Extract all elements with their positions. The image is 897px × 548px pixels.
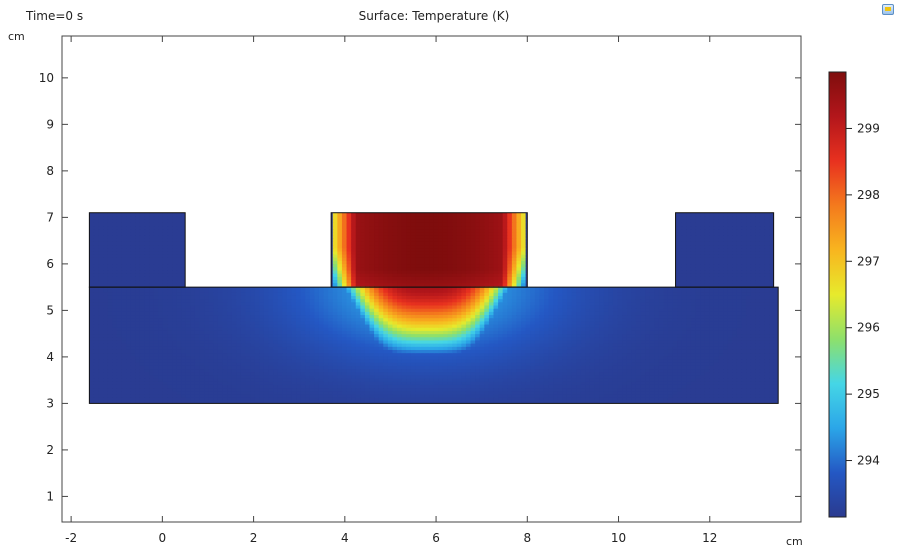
plot-frame bbox=[61, 35, 802, 523]
y-tick-label: 9 bbox=[46, 117, 54, 131]
center-block-outline bbox=[330, 212, 528, 288]
y-axis: 1 2 3 4 5 6 7 8 9 10 bbox=[39, 71, 801, 503]
x-tick-label: 4 bbox=[341, 531, 349, 545]
time-label: Time=0 s bbox=[26, 9, 84, 23]
colorbar-tick-label: 297 bbox=[857, 254, 880, 268]
colorbar-tick-label: 296 bbox=[857, 321, 880, 335]
colorbar-tick-label: 295 bbox=[857, 387, 880, 401]
left-block-outline bbox=[88, 212, 186, 288]
y-tick-label: 6 bbox=[46, 257, 54, 271]
plot-title: Surface: Temperature (K) bbox=[358, 9, 510, 23]
x-tick-label: 8 bbox=[523, 531, 531, 545]
y-tick-label: 7 bbox=[46, 210, 54, 224]
y-tick-label: 5 bbox=[46, 303, 54, 317]
x-axis: -2 0 2 4 6 8 10 12 bbox=[65, 36, 717, 545]
y-tick-label: 4 bbox=[46, 350, 54, 364]
x-unit-label: cm bbox=[786, 535, 803, 548]
colorbar-tick-label: 294 bbox=[857, 454, 880, 468]
y-tick-label: 10 bbox=[39, 71, 54, 85]
x-tick-label: -2 bbox=[65, 531, 77, 545]
colorbar-tick-label: 299 bbox=[857, 121, 880, 135]
y-tick-label: 2 bbox=[46, 443, 54, 457]
y-tick-label: 8 bbox=[46, 164, 54, 178]
x-tick-label: 12 bbox=[702, 531, 717, 545]
x-tick-label: 6 bbox=[432, 531, 440, 545]
y-tick-label: 3 bbox=[46, 396, 54, 410]
right-block-outline bbox=[675, 212, 775, 288]
temperature-field bbox=[89, 212, 779, 404]
colorbar: 294 295 296 297 298 299 bbox=[828, 71, 880, 518]
geometry-outline bbox=[88, 212, 779, 404]
y-unit-label: cm bbox=[8, 30, 25, 43]
x-tick-label: 0 bbox=[159, 531, 167, 545]
x-tick-label: 10 bbox=[611, 531, 626, 545]
colorbar-gradient bbox=[828, 71, 847, 518]
colorbar-tick-label: 298 bbox=[857, 188, 880, 202]
window-icon[interactable] bbox=[882, 4, 894, 15]
y-tick-label: 1 bbox=[46, 489, 54, 503]
x-tick-label: 2 bbox=[250, 531, 258, 545]
